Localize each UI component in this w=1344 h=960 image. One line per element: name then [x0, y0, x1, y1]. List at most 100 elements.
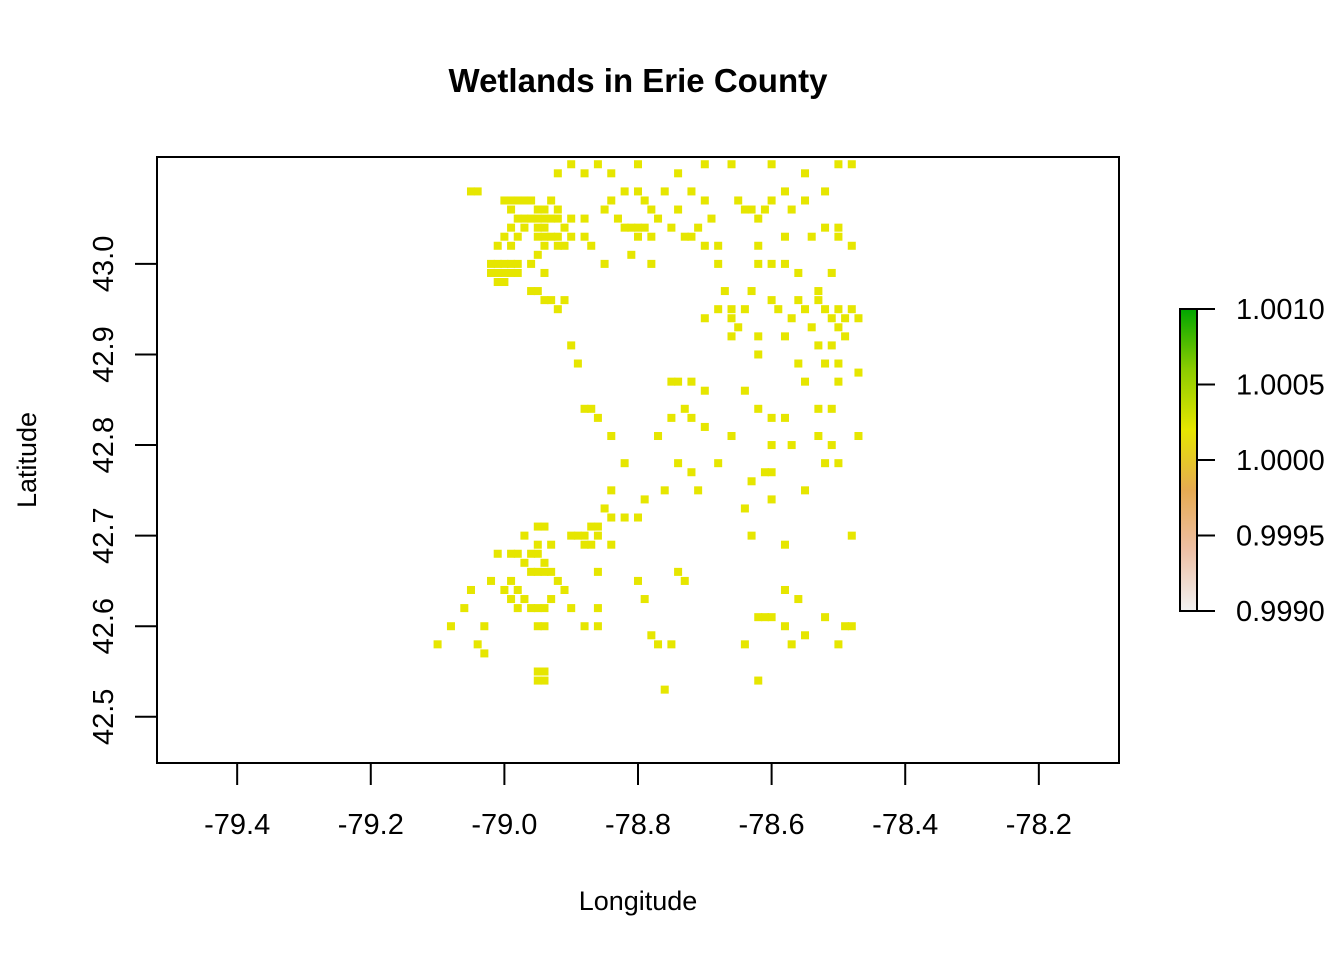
- y-tick-label: 42.8: [88, 417, 120, 473]
- wetland-cell: [527, 604, 536, 613]
- wetland-cell: [527, 259, 536, 268]
- wetland-cell: [714, 305, 723, 314]
- wetland-cell: [580, 232, 589, 241]
- wetland-cell: [660, 486, 669, 495]
- wetland-cell: [821, 187, 830, 196]
- wetland-cell: [767, 259, 776, 268]
- wetland-cell: [747, 531, 756, 540]
- wetland-cell: [714, 459, 723, 468]
- wetland-cell: [593, 567, 602, 576]
- wetland-cell: [633, 223, 643, 232]
- wetland-cell: [827, 441, 836, 450]
- wetland-cell: [487, 259, 496, 268]
- wetland-cell: [567, 232, 576, 241]
- wetland-cell: [540, 567, 549, 576]
- wetland-cell: [700, 422, 709, 431]
- wetland-cell: [493, 549, 502, 558]
- wetland-cell: [553, 205, 562, 214]
- wetland-cell: [540, 667, 549, 676]
- x-tick-label: -78.4: [872, 809, 938, 841]
- wetland-cell: [821, 459, 830, 468]
- wetland-cell: [513, 604, 522, 613]
- colorbar-tick-label: 1.0010: [1236, 294, 1325, 326]
- wetland-cell: [633, 232, 643, 241]
- wetland-cell: [687, 232, 696, 241]
- wetland-cell: [821, 613, 830, 622]
- wetland-cell: [807, 323, 816, 332]
- wetland-cell: [680, 576, 689, 585]
- wetland-cell: [573, 359, 582, 368]
- wetland-cell: [667, 413, 676, 422]
- wetland-cell: [533, 287, 542, 296]
- wetland-cell: [553, 241, 562, 250]
- wetland-cell: [654, 214, 663, 223]
- wetland-cell: [580, 622, 589, 631]
- wetland-cell: [794, 595, 803, 604]
- wetland-cell: [801, 631, 810, 640]
- wetland-cell: [540, 604, 549, 613]
- wetland-cell: [533, 205, 542, 214]
- wetland-cell: [480, 622, 489, 631]
- wetland-cell: [540, 296, 549, 305]
- wetland-cell: [854, 314, 863, 323]
- wetland-cell: [540, 522, 549, 531]
- wetland-cell: [607, 486, 616, 495]
- wetland-cell: [473, 187, 482, 196]
- wetland-cell: [507, 205, 516, 214]
- wetland-cell: [827, 404, 836, 413]
- wetland-cell: [780, 232, 789, 241]
- wetland-cell: [707, 214, 716, 223]
- wetland-cell: [847, 160, 856, 169]
- wetland-cell: [834, 305, 843, 314]
- wetland-cell: [540, 223, 549, 232]
- wetland-cell: [500, 278, 509, 287]
- wetland-cell: [587, 404, 596, 413]
- wetland-cell: [807, 232, 816, 241]
- wetland-cell: [513, 585, 522, 594]
- wetland-cell: [560, 241, 569, 250]
- x-tick-label: -79.4: [204, 809, 270, 841]
- wetland-cell: [667, 377, 676, 386]
- wetland-cell: [801, 169, 810, 178]
- wetland-cell: [493, 241, 502, 250]
- wetland-cell: [747, 205, 756, 214]
- wetland-cell: [740, 205, 749, 214]
- wetland-cell: [834, 377, 843, 386]
- wetland-cell: [667, 640, 676, 649]
- wetland-cell: [527, 214, 536, 223]
- wetland-cell: [507, 595, 516, 604]
- wetland-cell: [794, 296, 803, 305]
- wetland-cell: [687, 187, 696, 196]
- wetland-cell: [560, 223, 569, 232]
- wetland-cell: [814, 431, 823, 441]
- wetland-cell: [607, 540, 616, 549]
- wetland-cell: [841, 332, 850, 341]
- wetland-cell: [640, 196, 649, 205]
- wetland-cell: [540, 232, 549, 241]
- wetland-cell: [587, 522, 596, 531]
- y-tick-label: 42.5: [88, 689, 120, 745]
- wetland-cell: [547, 595, 556, 604]
- wetland-cell: [533, 214, 542, 223]
- wetland-cell: [714, 259, 723, 268]
- wetland-cell: [567, 604, 576, 613]
- wetland-cell: [547, 540, 556, 549]
- wetland-cell: [540, 622, 549, 631]
- colorbar-tick-label: 0.9995: [1236, 521, 1325, 553]
- wetland-cell: [580, 169, 589, 178]
- wetland-cell: [527, 196, 536, 205]
- wetland-cell: [493, 259, 502, 268]
- wetland-cell: [633, 513, 643, 522]
- wetland-cell: [694, 486, 703, 495]
- wetland-cell: [747, 287, 756, 296]
- wetland-cell: [593, 531, 602, 540]
- wetland-cell: [607, 513, 616, 522]
- wetland-cell: [580, 214, 589, 223]
- wetland-cell: [620, 223, 629, 232]
- y-tick-label: 42.7: [88, 507, 120, 563]
- wetland-cell: [533, 622, 542, 631]
- wetland-cell: [754, 332, 763, 341]
- y-axis: 42.5 42.6 42.7 42.8 42.9 43.0: [88, 236, 158, 745]
- wetland-cell: [513, 214, 522, 223]
- raster-cells: [433, 160, 863, 694]
